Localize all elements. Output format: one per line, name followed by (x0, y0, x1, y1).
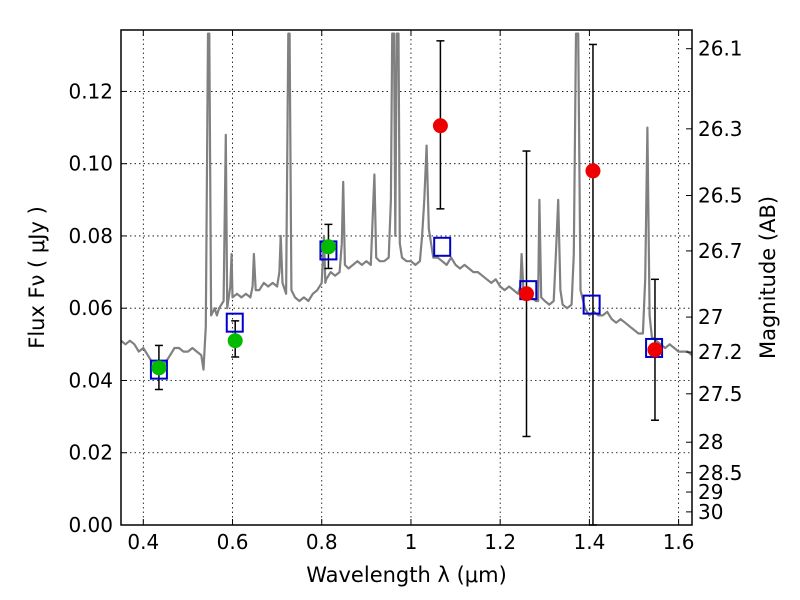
y-tick-label: 0.08 (68, 224, 113, 248)
model-band-square (582, 294, 601, 315)
x-tick-label: 0.6 (217, 530, 249, 554)
observed-optical-point (151, 360, 167, 376)
magnitude-axis-title: Magnitude (AB) (756, 196, 780, 359)
magnitude-tick-label: 28 (698, 430, 723, 454)
x-tick-label: 0.4 (127, 530, 159, 554)
y-tick-label: 0.04 (68, 368, 113, 392)
x-tick-label: 1 (405, 530, 418, 554)
magnitude-tick-label: 27 (698, 305, 723, 329)
x-axis-title: Wavelength λ (μm) (306, 563, 507, 587)
y-tick-label: 0.10 (68, 152, 113, 176)
x-tick-label: 1.2 (484, 530, 516, 554)
magnitude-tick-label: 26.3 (698, 117, 743, 141)
observed-points-layer (151, 118, 663, 376)
observed-ir-point (647, 342, 663, 358)
y-tick-label: 0.00 (68, 513, 113, 537)
y-tick-label: 0.12 (68, 79, 113, 103)
y-tick-label: 0.06 (68, 296, 113, 320)
magnitude-tick-label: 28.5 (698, 461, 743, 485)
model-sed-layer (121, 32, 692, 371)
observed-optical-point (320, 239, 336, 255)
observed-optical-point (227, 333, 243, 349)
magnitude-tick-label: 29 (698, 480, 723, 504)
magnitude-tick-label: 26.5 (698, 183, 743, 207)
magnitude-tick-label: 30 (698, 500, 723, 524)
magnitude-tick-label: 26.7 (698, 239, 743, 263)
model-band-square (433, 236, 452, 257)
x-tick-label: 1.4 (573, 530, 605, 554)
observed-ir-point (432, 118, 448, 134)
model-band-square (225, 312, 244, 333)
observed-ir-point (518, 286, 534, 302)
y-tick-label: 0.02 (68, 441, 113, 465)
magnitude-tick-label: 27.5 (698, 382, 743, 406)
y-axis-title: Flux Fν ( μJy ) (25, 206, 49, 349)
x-tick-label: 1.6 (663, 530, 695, 554)
plot-frame (120, 29, 693, 526)
x-tick-label: 0.8 (306, 530, 338, 554)
magnitude-tick-label: 26.1 (698, 37, 743, 61)
axis-ticks-layer: 0.4 0.6 0.8 1 1.2 1.4 1.6 0.00 0.02 0.04 0.06 0.08 0… (68, 30, 743, 554)
model-band-squares-layer (149, 236, 664, 380)
model-sed-line (121, 32, 692, 371)
observed-ir-point (585, 163, 601, 179)
magnitude-tick-label: 27.2 (698, 340, 743, 364)
